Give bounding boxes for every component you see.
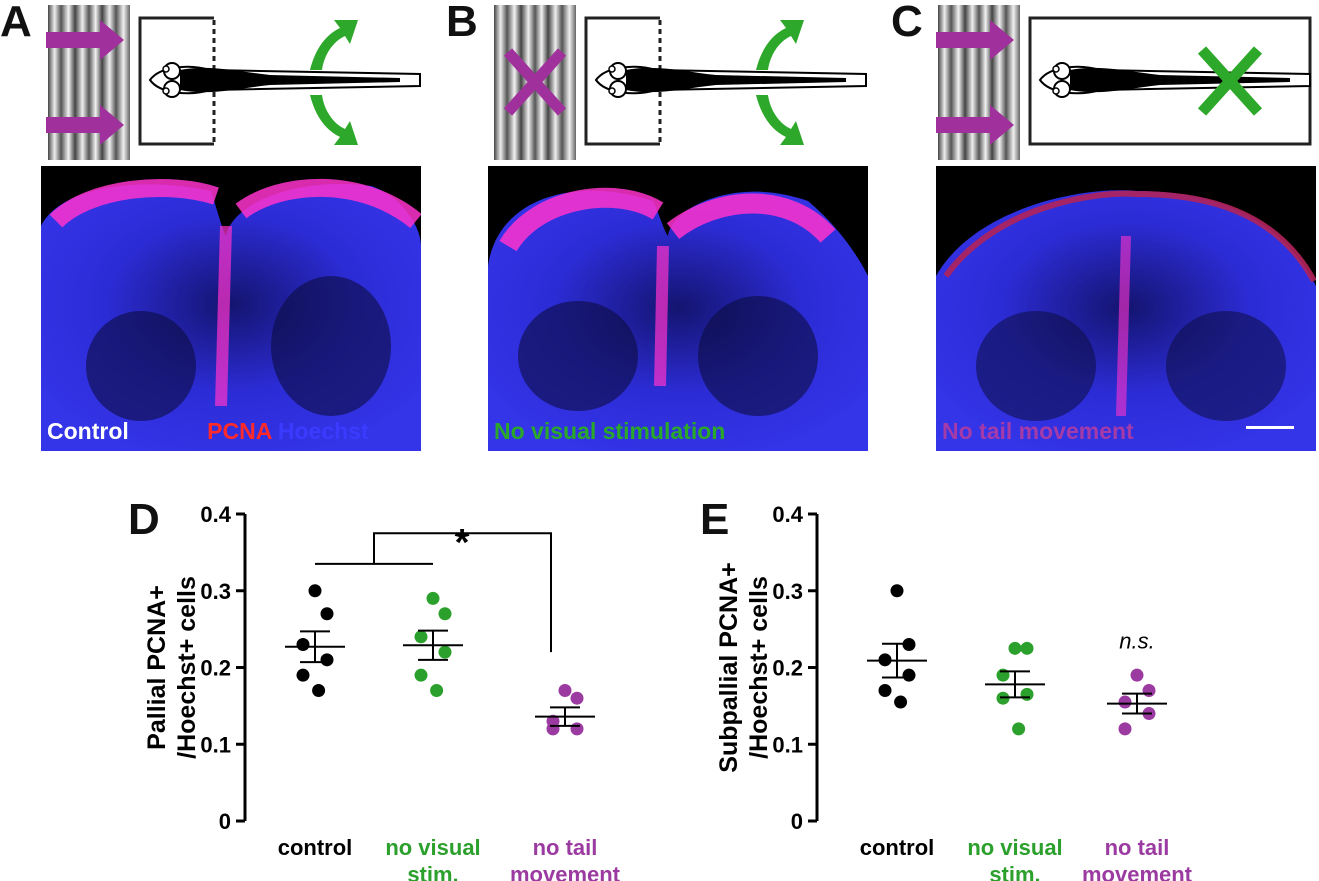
- y-tick-label: 0: [791, 809, 803, 834]
- micrograph-control: Control PCNA Hoechst: [41, 166, 421, 451]
- x-tick-label: no tail: [1105, 835, 1170, 860]
- micrograph-no-tail: No tail movement: [936, 166, 1316, 451]
- x-tick-label: no visual: [967, 835, 1062, 860]
- cross-icon: [503, 48, 567, 116]
- grating-stimulus: [48, 5, 130, 160]
- micrograph-no-visual: No visual stimulation: [488, 166, 868, 451]
- data-point: [1012, 722, 1026, 736]
- data-point: [312, 684, 326, 698]
- x-tick-label: stim.: [407, 862, 458, 881]
- data-point: [1130, 668, 1144, 682]
- data-point: [308, 584, 322, 598]
- data-point: [1020, 641, 1034, 655]
- data-point: [1118, 695, 1132, 709]
- data-point: [546, 722, 560, 736]
- scale-bar: [1246, 426, 1294, 429]
- chart-pallial-pcna: Pallial PCNA+/Hoechst+ cells 0 0.1 0.2 0.3 0.…: [143, 502, 620, 881]
- y-tick-label: 0.1: [200, 732, 231, 757]
- zebrafish-larva-icon: [1039, 62, 1311, 98]
- ns-annotation: n.s.: [1119, 628, 1154, 653]
- data-point: [414, 668, 428, 682]
- chart-subpallial-pcna: Subpallial PCNA+/Hoechst+ cells 0 0.1 0.2 0.…: [715, 502, 1193, 881]
- x-tick-label: no visual: [385, 835, 480, 860]
- x-tick-label: movement: [510, 862, 620, 881]
- micrograph-caption: Control PCNA Hoechst: [47, 418, 369, 445]
- y-tick-label: 0: [219, 809, 231, 834]
- data-point: [320, 653, 334, 667]
- data-point: [438, 645, 452, 659]
- data-point: [1020, 687, 1034, 701]
- data-point: [558, 684, 572, 698]
- caption-pcna: PCNA: [200, 418, 272, 444]
- x-tick-label: movement: [1082, 862, 1193, 881]
- zebrafish-larva-icon: [149, 62, 421, 98]
- y-axis-label: /Hoechst+ cells: [173, 576, 201, 759]
- y-tick-label: 0.4: [200, 502, 231, 527]
- data-point: [426, 591, 440, 605]
- x-tick-label: control: [278, 835, 353, 860]
- micrograph-caption: No tail movement: [942, 418, 1134, 444]
- y-tick-label: 0.2: [772, 656, 803, 681]
- y-axis-label: Pallial PCNA+: [143, 585, 171, 750]
- tail-movement-arrows-icon: [756, 20, 804, 145]
- caption-hoechst: Hoechst: [271, 418, 369, 444]
- x-tick-label: stim.: [989, 862, 1040, 881]
- data-point: [430, 684, 444, 698]
- y-axis-label: Subpallial PCNA+: [715, 562, 743, 772]
- right-arrow-icon: [46, 20, 124, 60]
- tail-movement-arrows-icon: [310, 20, 358, 145]
- data-point: [438, 607, 452, 621]
- micrograph-image: [488, 187, 868, 451]
- panel-label-d: D: [128, 495, 160, 544]
- x-tick-label: control: [860, 835, 935, 860]
- right-arrow-icon: [46, 105, 124, 145]
- panel-label-c: C: [891, 0, 923, 46]
- data-point: [1008, 641, 1022, 655]
- data-point: [414, 630, 428, 644]
- data-point: [1142, 684, 1156, 698]
- schematic-c: [936, 5, 1312, 160]
- cross-icon: [1197, 46, 1263, 116]
- schematic-a: [46, 5, 421, 160]
- micrograph-image: [41, 178, 421, 451]
- micrograph-image: [936, 190, 1316, 451]
- data-point: [570, 691, 584, 705]
- y-tick-label: 0.1: [772, 732, 803, 757]
- y-tick-label: 0.4: [772, 502, 803, 527]
- y-axis-label: /Hoechst+ cells: [745, 576, 773, 759]
- grating-stimulus: [938, 5, 1020, 160]
- y-tick-label: 0.2: [200, 656, 231, 681]
- caption-control: Control: [47, 418, 129, 444]
- zebrafish-larva-icon: [595, 62, 867, 98]
- data-point: [320, 607, 334, 621]
- right-arrow-icon: [936, 20, 1014, 60]
- panel-label-b: B: [446, 0, 478, 46]
- significance-bracket: [373, 532, 552, 653]
- y-tick-label: 0.3: [772, 579, 803, 604]
- panel-label-a: A: [0, 0, 32, 46]
- x-tick-label: no tail: [533, 835, 598, 860]
- right-arrow-icon: [936, 105, 1014, 145]
- data-point: [902, 668, 916, 682]
- data-point: [1118, 722, 1132, 736]
- y-tick-label: 0.3: [200, 579, 231, 604]
- data-point: [878, 684, 892, 698]
- data-point: [890, 584, 904, 598]
- data-point: [894, 695, 908, 709]
- restraint-box: [138, 16, 214, 146]
- schematic-b: [494, 5, 867, 160]
- data-point: [296, 637, 310, 651]
- micrograph-caption: No visual stimulation: [494, 418, 726, 444]
- data-point: [570, 722, 584, 736]
- data-point: [296, 668, 310, 682]
- significance-star: *: [455, 522, 470, 564]
- panel-label-e: E: [700, 495, 730, 544]
